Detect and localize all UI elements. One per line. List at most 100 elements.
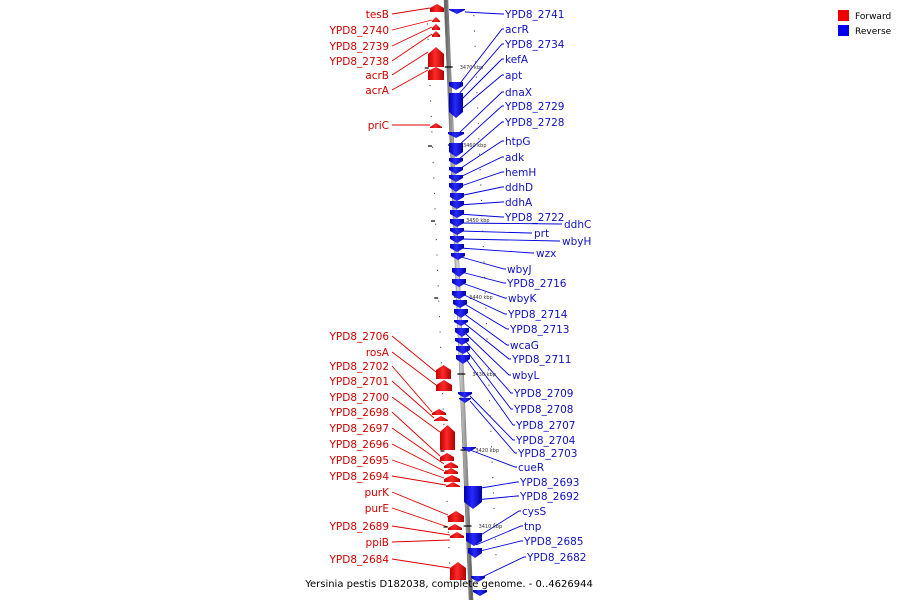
forward-gene-feature (448, 524, 462, 530)
axis-dot (440, 362, 442, 364)
axis-dot (489, 400, 491, 402)
reverse-gene-label: YPD8_2707 (515, 420, 575, 432)
reverse-connector (457, 74, 504, 113)
forward-gene-label: tesB (366, 9, 389, 21)
forward-connector (391, 365, 433, 413)
reverse-connector (457, 91, 504, 135)
axis-dot (488, 384, 490, 386)
reverse-connector (475, 525, 523, 546)
forward-gene-label: YPD8_2702 (329, 361, 389, 373)
forward-gene-feature (444, 468, 458, 474)
axis-dot (492, 477, 494, 479)
reverse-gene-label: YPD8_2704 (515, 435, 576, 447)
legend-forward-swatch (838, 10, 849, 21)
forward-gene-feature (432, 409, 446, 415)
reverse-gene-label: YPD8_2722 (504, 212, 564, 224)
axis-dot (479, 153, 481, 155)
reverse-gene-label: ddhD (505, 182, 533, 194)
legend-reverse-swatch (838, 25, 849, 36)
reverse-gene-label: wzx (536, 248, 556, 260)
reverse-connector (457, 105, 504, 147)
legend-forward-label: Forward (855, 12, 891, 22)
axis-dot (485, 323, 487, 325)
reverse-gene-feature (449, 167, 463, 174)
reverse-connector (469, 449, 517, 468)
reverse-connector (460, 271, 506, 284)
reverse-gene-label: htpG (505, 136, 531, 148)
reverse-connector (477, 556, 526, 580)
forward-connector (391, 427, 445, 465)
forward-gene-feature (432, 17, 440, 22)
axis-dot (486, 338, 488, 340)
reverse-gene-feature (450, 193, 464, 201)
reverse-connector (460, 256, 506, 270)
reverse-gene-feature (450, 201, 464, 209)
reverse-gene-label: YPD8_2716 (506, 278, 567, 290)
forward-gene-label: YPD8_2695 (329, 455, 389, 467)
forward-gene-label: ppiB (366, 537, 389, 549)
reverse-connector (459, 230, 532, 234)
axis-dot (473, 15, 475, 17)
axis-dot (482, 246, 484, 248)
axis-dot (428, 69, 430, 71)
reverse-gene-label: kefA (505, 54, 529, 66)
reverse-connector (464, 11, 504, 15)
reverse-gene-feature (450, 244, 464, 252)
reverse-connector (469, 400, 517, 454)
reverse-connector (462, 312, 509, 346)
reverse-gene-feature (471, 576, 485, 582)
axis-dot (495, 554, 497, 556)
reverse-gene-label: YPD8_2741 (504, 9, 564, 21)
reverse-connector (462, 302, 509, 330)
axis-dot (447, 516, 449, 518)
forward-gene-label: YPD8_2701 (329, 376, 389, 388)
forward-gene-label: YPD8_2698 (329, 407, 389, 419)
axis-dot (493, 507, 495, 509)
forward-gene-feature (430, 4, 444, 12)
axis-dot (487, 353, 489, 355)
reverse-connector (474, 481, 519, 490)
axis-dot (482, 230, 484, 232)
axis-dot (480, 184, 482, 186)
forward-gene-label: YPD8_2700 (329, 392, 389, 404)
reverse-connector (459, 222, 562, 225)
reverse-gene-label: wbyL (512, 370, 539, 382)
reverse-connector (459, 238, 560, 242)
reverse-connector (458, 186, 504, 197)
reverse-gene-label: YPD8_2693 (519, 477, 579, 489)
reverse-gene-label: YPD8_2711 (511, 354, 571, 366)
reverse-connector (475, 540, 523, 553)
reverse-connector (465, 349, 513, 410)
reverse-connector (458, 201, 504, 206)
tick-label: 3410 kbp (479, 524, 503, 530)
axis-dot (476, 92, 478, 94)
reverse-gene-label: apt (505, 70, 522, 82)
forward-gene-feature (428, 47, 444, 67)
reverse-gene-feature (449, 175, 463, 182)
reverse-gene-label: YPD8_2692 (519, 491, 579, 503)
connector-lines (391, 7, 562, 580)
reverse-connector (457, 121, 504, 161)
axis-dot (479, 169, 481, 171)
tick-label: 3470 kbp (460, 65, 484, 71)
axis-dot (484, 292, 486, 294)
tick-label: 3440 kbp (469, 295, 493, 301)
forward-gene-label: YPD8_2684 (329, 554, 390, 566)
forward-gene-feature (444, 475, 460, 482)
reverse-gene-label: acrR (505, 24, 529, 36)
forward-gene-label: YPD8_2694 (329, 471, 390, 483)
axis-dot (491, 446, 493, 448)
forward-connector (391, 443, 445, 472)
reverse-labels: YPD8_2741 acrR YPD8_2734 kefA apt dnaX YPD8_27… (504, 9, 591, 564)
axis-dot (477, 107, 479, 109)
forward-gene-feature (432, 31, 440, 37)
reverse-connector (464, 340, 513, 394)
forward-connector (391, 507, 449, 528)
axis-dot (429, 85, 431, 87)
axis-dot (449, 562, 451, 564)
reverse-gene-label: prt (534, 228, 549, 240)
reverse-gene-feature (466, 533, 482, 546)
reverse-connector (461, 293, 507, 315)
reverse-connector (469, 395, 515, 441)
